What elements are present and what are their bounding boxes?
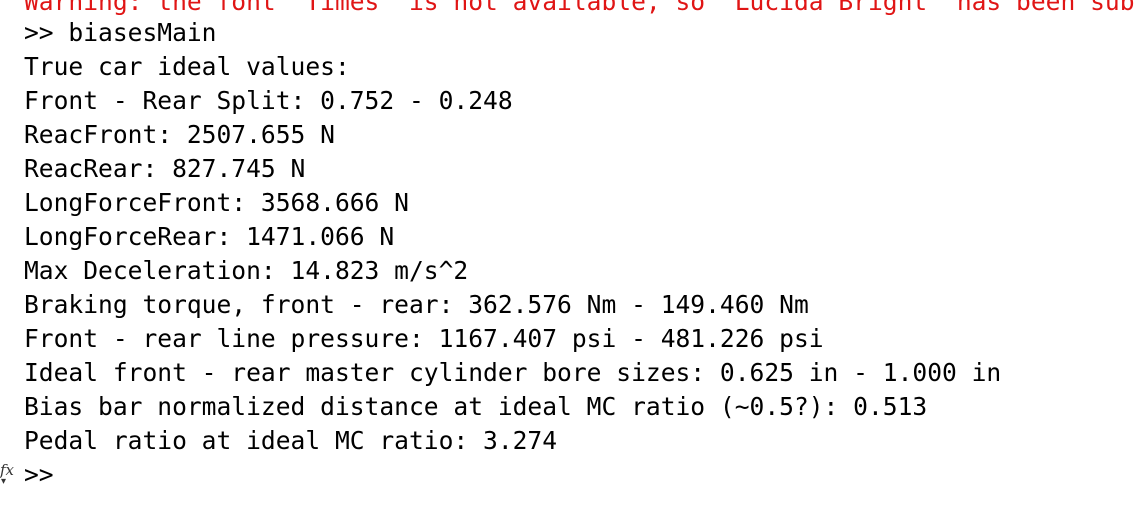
output-line: Front - rear line pressure: 1167.407 psi… [24,324,824,353]
output-line: Pedal ratio at ideal MC ratio: 3.274 [24,426,558,455]
command-line: >> biasesMain [24,18,217,47]
output-line: Bias bar normalized distance at ideal MC… [24,392,928,421]
fx-icon-label: fx [0,461,15,479]
command-prompt-input[interactable]: >> [24,460,54,489]
chevron-down-icon: ▾ [1,476,7,487]
output-line: Front - Rear Split: 0.752 - 0.248 [24,86,513,115]
output-line: LongForceRear: 1471.066 N [24,222,395,251]
output-line: Braking torque, front - rear: 362.576 Nm… [24,290,809,319]
output-line: ReacRear: 827.745 N [24,154,306,183]
font-warning-message: Warning: the font "Times" is not availab… [24,0,1134,16]
output-line: True car ideal values: [24,52,350,81]
function-browser-icon[interactable]: fx ▾ [0,463,14,493]
output-line: Ideal front - rear master cylinder bore … [24,358,1002,387]
output-line: LongForceFront: 3568.666 N [24,188,409,217]
output-line: Max Deceleration: 14.823 m/s^2 [24,256,469,285]
output-line: ReacFront: 2507.655 N [24,120,335,149]
